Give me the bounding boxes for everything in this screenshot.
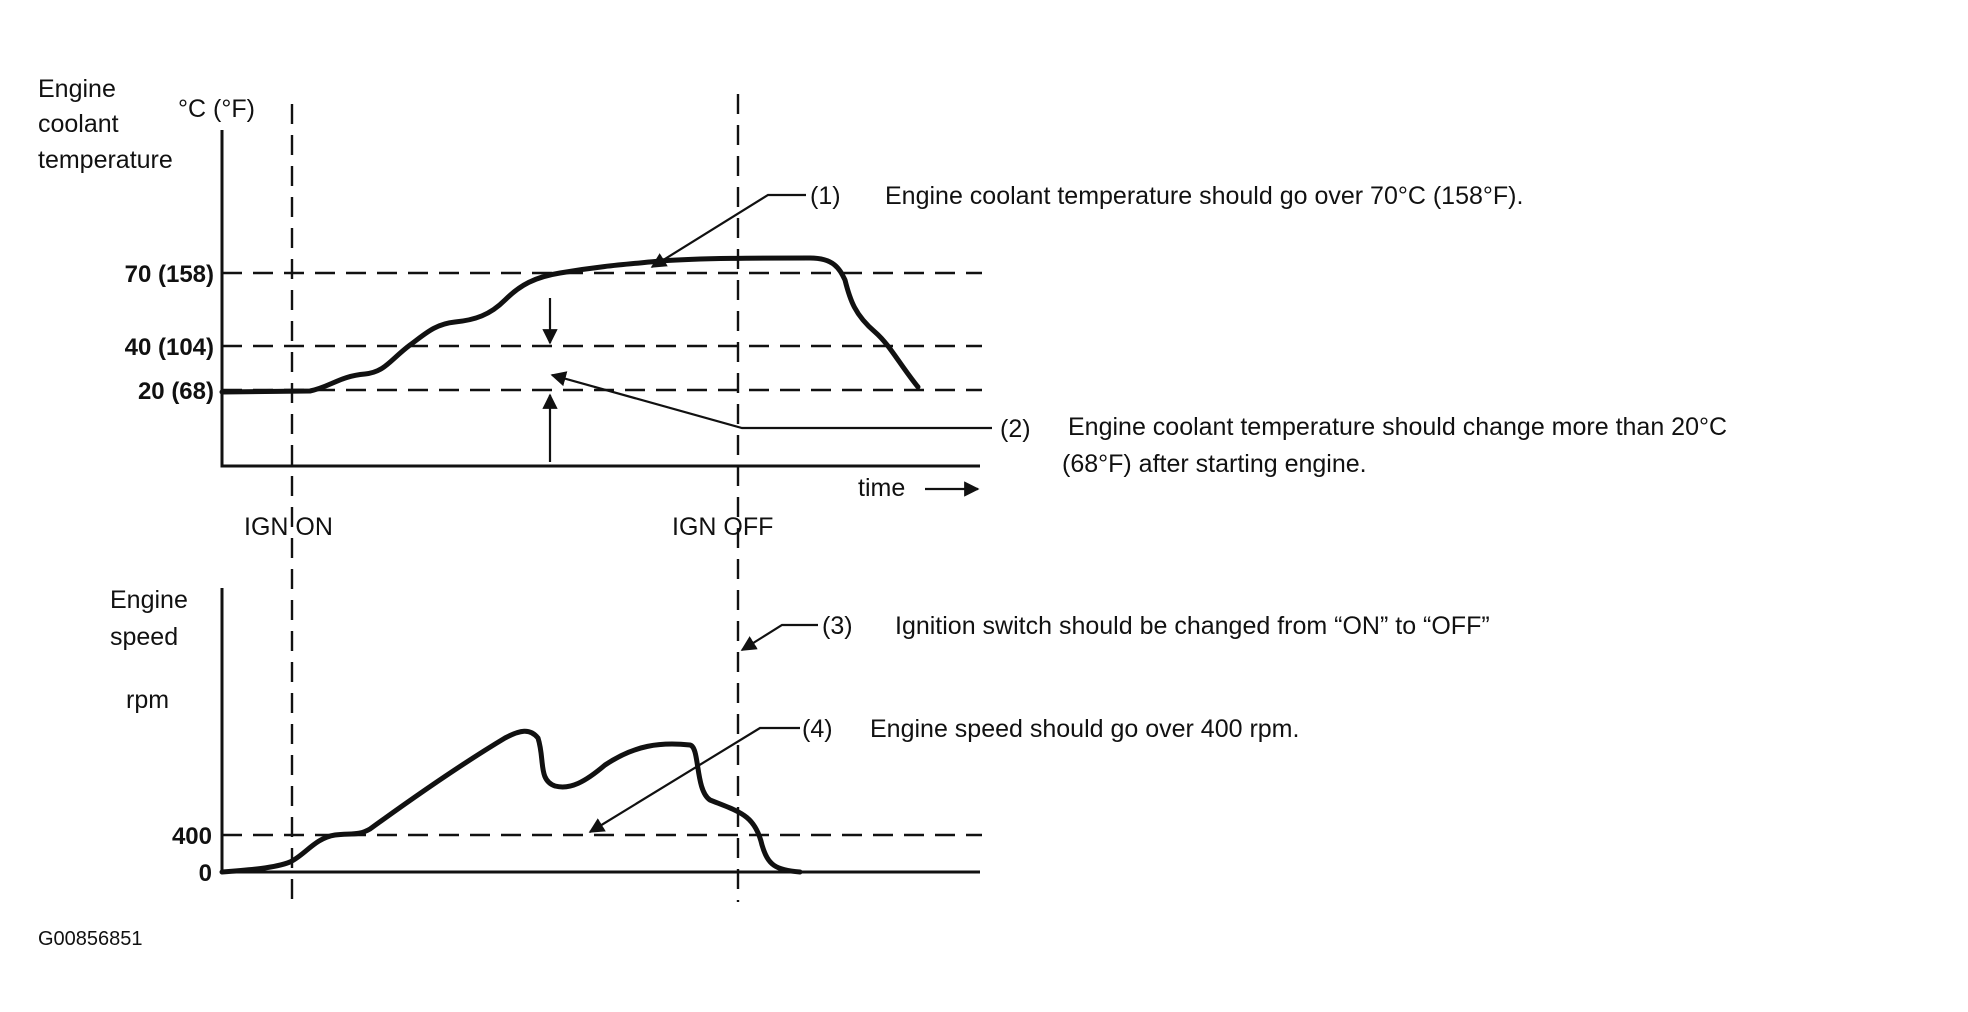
speed-unit-label: rpm bbox=[126, 686, 169, 714]
tick-0: 0 bbox=[199, 860, 212, 887]
temperature-ylabel-line-2: coolant bbox=[38, 110, 119, 138]
engine-speed-chart: Engine speed rpm 400 0 bbox=[110, 586, 982, 887]
callout-1: (1) Engine coolant temperature should go… bbox=[650, 182, 1523, 268]
coolant-temperature-curve bbox=[219, 255, 921, 395]
callout-1-number: (1) bbox=[810, 182, 841, 210]
callout-3-number: (3) bbox=[822, 612, 853, 640]
temperature-axes bbox=[220, 130, 980, 468]
speed-axes bbox=[220, 588, 980, 874]
callout-2-leader bbox=[550, 371, 992, 430]
tick-20: 20 (68) bbox=[138, 378, 214, 405]
temperature-unit-label: °C (°F) bbox=[178, 95, 255, 123]
callout-2-text-line-2: (68°F) after starting engine. bbox=[1062, 450, 1367, 478]
tick-400: 400 bbox=[172, 823, 212, 850]
temperature-ylabel-line-1: Engine bbox=[38, 75, 116, 103]
ign-on-label: IGN ON bbox=[244, 513, 333, 541]
callout-4-text: Engine speed should go over 400 rpm. bbox=[870, 715, 1299, 743]
temperature-chart: Engine coolant temperature °C (°F) 70 (1… bbox=[38, 75, 982, 541]
callout-2-text-line-1: Engine coolant temperature should change… bbox=[1068, 413, 1727, 441]
callout-4-leader bbox=[588, 726, 800, 833]
speed-ylabel-line-1: Engine bbox=[110, 586, 188, 614]
ign-off-label: IGN OFF bbox=[672, 513, 773, 541]
temperature-ylabel-line-3: temperature bbox=[38, 146, 173, 174]
callout-4: (4) Engine speed should go over 400 rpm. bbox=[588, 715, 1299, 833]
callout-1-text: Engine coolant temperature should go ove… bbox=[885, 182, 1523, 210]
callout-3-text: Ignition switch should be changed from “… bbox=[895, 612, 1490, 640]
callout-3-leader bbox=[740, 623, 818, 651]
engine-speed-curve bbox=[219, 728, 803, 875]
time-axis-label: time bbox=[858, 474, 905, 502]
speed-ylabel-line-2: speed bbox=[110, 623, 178, 651]
tick-40: 40 (104) bbox=[125, 334, 214, 361]
callout-3: (3) Ignition switch should be changed fr… bbox=[740, 612, 1490, 651]
figure-id: G00856851 bbox=[38, 928, 143, 950]
callout-1-leader bbox=[650, 193, 806, 268]
tick-70: 70 (158) bbox=[125, 261, 214, 288]
callout-2-number: (2) bbox=[1000, 415, 1031, 443]
callout-2: (2) Engine coolant temperature should ch… bbox=[550, 371, 1727, 478]
callout-4-number: (4) bbox=[802, 715, 833, 743]
